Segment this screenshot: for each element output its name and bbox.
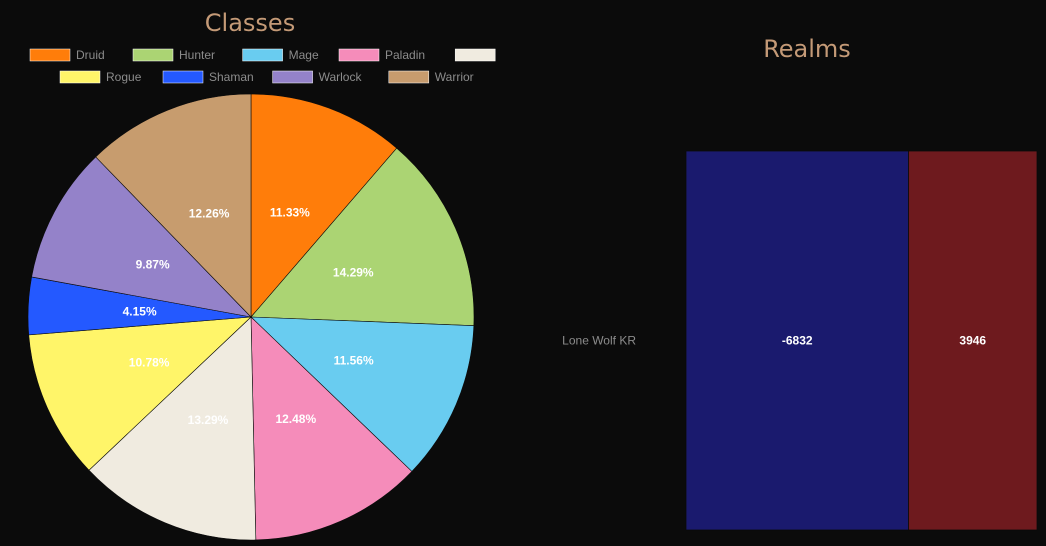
legend-item-mage[interactable]: Mage xyxy=(242,48,319,62)
pie-slice-rogue[interactable] xyxy=(28,316,252,471)
legend-swatch xyxy=(454,48,496,62)
bar-segment-1[interactable]: 3946 xyxy=(908,150,1038,531)
y-tick-label-lone-wolf-kr: Lone Wolf KR xyxy=(562,334,636,348)
slice-label-hunter: 14.29% xyxy=(333,266,374,280)
realms-bars: -6832 3946 xyxy=(685,150,1038,531)
legend-swatch xyxy=(272,70,313,84)
slice-label-paladin: 12.48% xyxy=(275,412,316,426)
legend-swatch xyxy=(162,70,204,84)
slice-label-warlock: 9.87% xyxy=(136,257,170,271)
legend-label: Druid xyxy=(76,48,105,62)
legend-swatch xyxy=(388,70,430,84)
pie-slice-mage[interactable] xyxy=(250,316,475,472)
slice-label-warrior: 12.26% xyxy=(189,207,230,221)
legend-swatch xyxy=(59,70,101,84)
classes-chart-title: Classes xyxy=(205,9,295,37)
legend-label: Paladin xyxy=(385,48,425,62)
slice-label-rogue: 10.78% xyxy=(129,355,170,369)
pie-slice-priest[interactable] xyxy=(88,316,257,541)
legend-item-hunter[interactable]: Hunter xyxy=(132,48,215,62)
slice-label-shaman: 4.15% xyxy=(123,304,157,318)
legend-label: Rogue xyxy=(106,70,142,84)
legend-item-shaman[interactable]: Shaman xyxy=(162,70,254,84)
bar-segment-0[interactable]: -6832 xyxy=(685,150,909,531)
legend-label: Mage xyxy=(289,48,319,62)
legend-item-rogue[interactable]: Rogue xyxy=(59,70,142,84)
realms-chart-title: Realms xyxy=(763,35,851,63)
bar-value-label-0: -6832 xyxy=(782,334,813,348)
legend-label: Hunter xyxy=(179,48,215,62)
legend-item-priest[interactable]: Priest xyxy=(454,48,500,62)
legend-label: Warlock xyxy=(319,70,363,84)
legend-label: Warrior xyxy=(435,70,474,84)
realms-bar-chart: Realms -6832 3946 Lone Wolf KR xyxy=(562,35,1038,531)
classes-slices xyxy=(27,93,475,541)
legend-item-warlock[interactable]: Warlock xyxy=(272,70,363,84)
pie-slice-hunter[interactable] xyxy=(250,147,475,326)
slice-label-mage: 11.56% xyxy=(334,354,374,368)
bar-rect-1[interactable] xyxy=(908,150,1038,531)
legend-item-druid[interactable]: Druid xyxy=(29,48,105,62)
slice-label-druid: 11.33% xyxy=(270,205,310,219)
pie-slice-warlock[interactable] xyxy=(31,156,252,318)
classes-slice-labels: 11.33% 14.29% 11.56% 12.48% 13.29% 10.78% 4.15… xyxy=(123,205,374,426)
pie-slice-druid[interactable] xyxy=(250,93,398,318)
legend-item-paladin[interactable]: Paladin xyxy=(338,48,425,62)
classes-legend: Druid Hunter Mage Paladin Priest Rogue Shaman W… xyxy=(29,48,500,84)
legend-item-warrior[interactable]: Warrior xyxy=(388,70,474,84)
classes-pie-chart: Classes Druid Hunter Mage Paladin Priest Rogu… xyxy=(27,9,500,541)
bar-value-label-1: 3946 xyxy=(959,334,986,348)
realms-y-axis: Lone Wolf KR xyxy=(562,334,636,348)
legend-swatch xyxy=(29,48,71,62)
pie-slice-paladin[interactable] xyxy=(250,316,413,541)
bar-rect-0[interactable] xyxy=(685,150,909,531)
slice-label-priest: 13.29% xyxy=(188,413,229,427)
legend-swatch xyxy=(338,48,380,62)
pie-slice-warrior[interactable] xyxy=(95,93,252,318)
legend-swatch xyxy=(132,48,174,62)
legend-label: Shaman xyxy=(209,70,254,84)
legend-swatch xyxy=(242,48,283,62)
